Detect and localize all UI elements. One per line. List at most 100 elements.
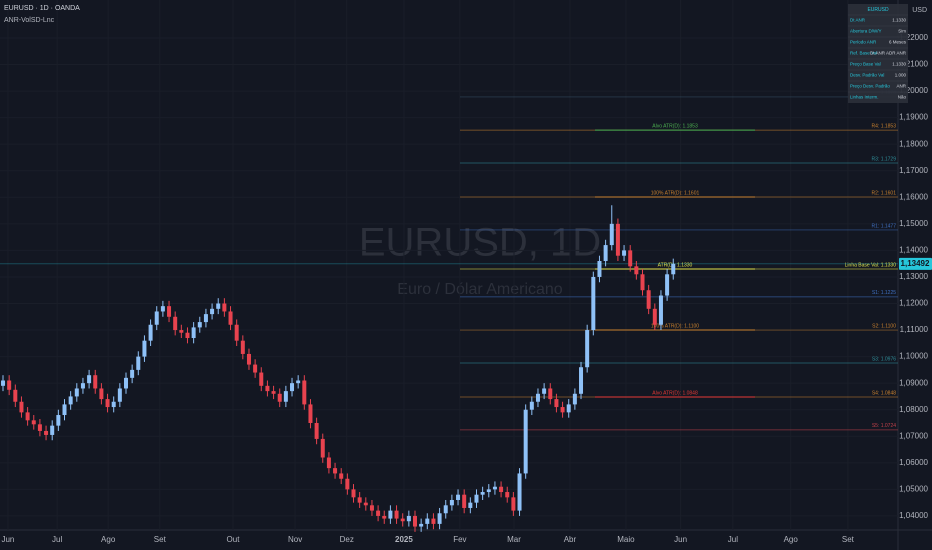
info-table-title: EURUSD — [867, 7, 889, 13]
candle-body — [400, 518, 405, 522]
currency: USD — [912, 7, 927, 14]
candle-body — [160, 306, 165, 312]
y-tick-label: 1,04000 — [899, 511, 928, 520]
candle-body — [652, 308, 657, 325]
candle-body — [339, 473, 344, 479]
candle-body — [31, 420, 36, 425]
candle-body — [253, 364, 258, 373]
y-tick-label: 1,09000 — [899, 378, 928, 387]
candle-body — [388, 510, 393, 519]
candle-body — [554, 399, 559, 408]
level-label: Linha Base Val: 1.1330 — [845, 262, 897, 268]
y-tick-label: 1,05000 — [899, 484, 928, 493]
x-tick-label: Jun — [674, 535, 687, 544]
candle-body — [548, 388, 553, 400]
candle-body — [271, 391, 276, 394]
candle-body — [99, 388, 104, 400]
candle-body — [130, 369, 135, 378]
watermark-subtitle: Euro / Dólar Americano — [397, 281, 563, 298]
candle-body — [246, 353, 251, 365]
x-tick-label: 2025 — [395, 535, 413, 544]
candle-body — [326, 457, 331, 469]
candle-body — [437, 513, 442, 524]
candle-body — [50, 425, 55, 435]
candle-body — [203, 314, 208, 323]
y-tick-label: 1,06000 — [899, 458, 928, 467]
candle-body — [228, 311, 233, 325]
x-tick-label: Ago — [784, 535, 799, 544]
candle-body — [523, 409, 528, 474]
candle-body — [167, 306, 172, 317]
y-tick-label: 1,07000 — [899, 431, 928, 440]
y-tick-label: 1,17000 — [899, 166, 928, 175]
y-tick-label: 1,18000 — [899, 139, 928, 148]
candle-body — [277, 393, 282, 402]
info-table-value: 1.1330 — [892, 62, 906, 67]
candle-body — [443, 505, 448, 514]
level-label: R1: 1.1477 — [872, 223, 897, 229]
y-tick-label: 1,19000 — [899, 113, 928, 122]
candle-body — [234, 324, 239, 341]
indicator-name: ANR-VolSD-Lnc — [4, 17, 55, 24]
candle-body — [462, 494, 467, 508]
candle-body — [80, 383, 85, 389]
candle-body — [308, 404, 313, 423]
candle-body — [44, 430, 49, 435]
x-tick-label: Set — [154, 535, 167, 544]
x-tick-label: Out — [227, 535, 241, 544]
candle-body — [425, 518, 430, 524]
info-table-value: Não — [898, 95, 907, 100]
info-table-key: Abertura D/W/Y — [850, 29, 882, 34]
candle-body — [517, 473, 522, 511]
candle-body — [566, 404, 571, 413]
candle-body — [179, 330, 184, 333]
info-table-key: Preço Base Val — [850, 62, 881, 67]
highlight-label: Alvo ATR(D): 1.0848 — [652, 390, 698, 396]
candle-body — [412, 515, 417, 527]
candle-body — [1, 380, 6, 386]
candle-body — [191, 327, 196, 339]
y-tick-label: 1,20000 — [899, 86, 928, 95]
candle-body — [406, 515, 411, 522]
candle-body — [333, 468, 338, 474]
candle-body — [511, 497, 516, 511]
level-label: S5: 1.0724 — [872, 423, 896, 429]
candle-body — [615, 223, 620, 256]
info-table — [848, 4, 908, 103]
symbol-title: EURUSD · 1D · OANDA — [4, 5, 80, 12]
candle-body — [468, 502, 473, 508]
x-tick-label: Jul — [52, 535, 62, 544]
candle-body — [597, 261, 602, 277]
x-tick-label: Abr — [564, 535, 577, 544]
candle-body — [185, 332, 190, 339]
level-label: S2: 1.1100 — [872, 323, 896, 329]
candle-body — [117, 388, 122, 402]
candle-body — [665, 274, 670, 296]
candle-body — [634, 266, 639, 275]
info-table-key: Ref. Base Val — [850, 51, 877, 56]
candle-body — [173, 316, 178, 331]
candle-body — [19, 401, 24, 413]
candle-body — [376, 510, 381, 516]
y-tick-label: 1,11000 — [900, 325, 929, 334]
candle-body — [492, 486, 497, 490]
candle-body — [74, 388, 79, 397]
candle-body — [283, 391, 288, 402]
candle-body — [456, 494, 461, 500]
price-marker-box — [899, 257, 932, 270]
candle-body — [628, 250, 633, 267]
candle-body — [111, 401, 116, 408]
level-label: S3: 1.0976 — [872, 356, 896, 362]
candle-body — [136, 356, 141, 370]
candle-body — [148, 324, 153, 341]
candle-body — [529, 401, 534, 410]
x-tick-label: Jul — [728, 535, 738, 544]
candle-body — [622, 250, 627, 256]
candle-body — [535, 393, 540, 402]
candle-body — [394, 510, 399, 519]
candle-body — [499, 486, 504, 493]
candle-body — [585, 330, 590, 368]
candle-body — [658, 295, 663, 325]
level-label: S1: 1.1225 — [872, 290, 896, 296]
candle-body — [68, 396, 73, 405]
